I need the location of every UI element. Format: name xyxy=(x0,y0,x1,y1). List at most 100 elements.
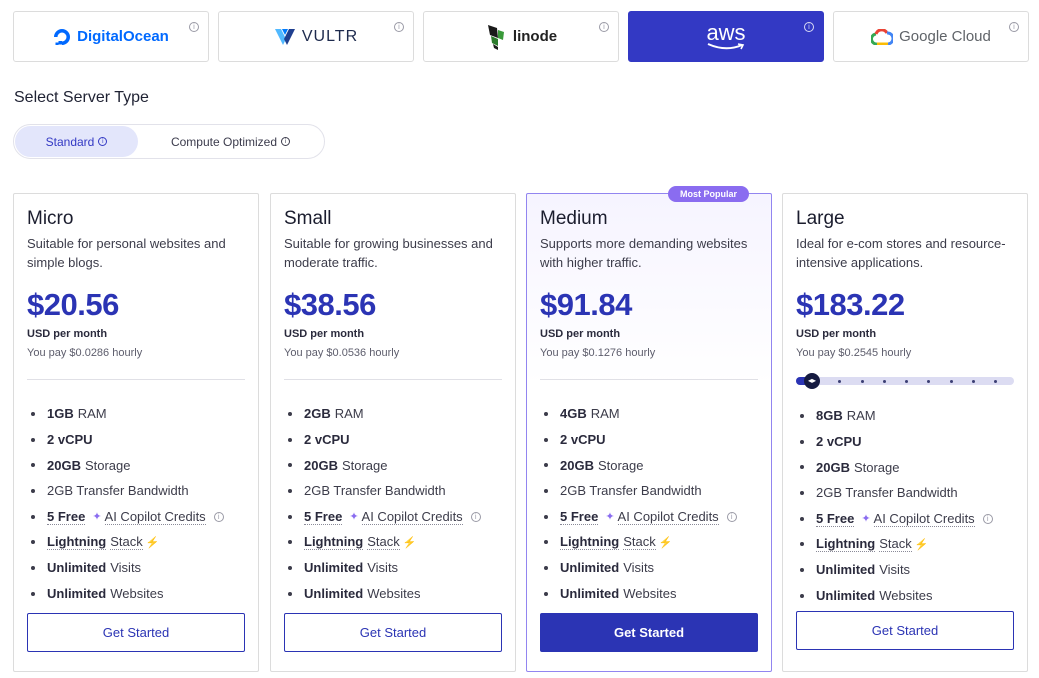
sparkle-icon: ⚡ xyxy=(658,536,673,549)
slider-step-dot[interactable] xyxy=(838,380,841,383)
digitalocean-icon xyxy=(54,28,71,45)
google-cloud-logo: Google Cloud xyxy=(871,28,991,45)
feature-cpu: 2 vCPU xyxy=(540,427,758,453)
plan-name: Small xyxy=(284,208,332,229)
plan-price: $183.22 xyxy=(796,287,905,322)
divider xyxy=(540,379,758,380)
provider-aws[interactable]: aws i xyxy=(628,11,824,62)
feature-websites: Unlimited Websites xyxy=(27,581,245,607)
plan-description: Ideal for e-com stores and resource-inte… xyxy=(796,236,1006,270)
info-icon[interactable]: i xyxy=(394,22,404,32)
plan-card-micro: Micro Suitable for personal websites and… xyxy=(13,193,259,672)
plan-description: Suitable for growing businesses and mode… xyxy=(284,236,493,270)
slider-step-dot[interactable] xyxy=(994,380,997,383)
aws-logo: aws xyxy=(706,21,746,51)
google-cloud-icon xyxy=(871,28,894,45)
price-unit: USD per month xyxy=(284,328,365,340)
info-icon[interactable]: i xyxy=(1009,22,1019,32)
sparkle-icon: ✦ xyxy=(605,511,615,524)
feature-visits: Unlimited Visits xyxy=(27,555,245,581)
feature-list: 2GB RAM 2 vCPU 20GB Storage 2GB Transfer B… xyxy=(284,401,502,607)
feature-storage: 20GB Storage xyxy=(796,454,1014,480)
get-started-button[interactable]: Get Started xyxy=(796,611,1014,650)
info-icon[interactable]: i xyxy=(470,511,481,522)
divider xyxy=(27,379,245,380)
feature-bandwidth: 2GB Transfer Bandwidth xyxy=(27,478,245,504)
hourly-price: You pay $0.1276 hourly xyxy=(540,347,656,359)
get-started-button[interactable]: Get Started xyxy=(27,613,245,652)
feature-storage: 20GB Storage xyxy=(540,452,758,478)
plan-card-small: Small Suitable for growing businesses an… xyxy=(270,193,516,672)
feature-credits: 5 Free ✦ AI Copilot Credits i xyxy=(284,504,502,530)
slider-step-dot[interactable] xyxy=(972,380,975,383)
feature-websites: Unlimited Websites xyxy=(284,581,502,607)
sparkle-icon: ⚡ xyxy=(145,536,160,549)
sparkle-icon: ⚡ xyxy=(402,536,417,549)
info-icon[interactable]: i xyxy=(281,137,291,146)
feature-ram: 8GB RAM xyxy=(796,403,1014,429)
sparkle-icon: ✦ xyxy=(861,513,871,526)
hourly-price: You pay $0.0536 hourly xyxy=(284,347,400,359)
feature-ram: 4GB RAM xyxy=(540,401,758,427)
server-type-toggle: Standard i Compute Optimized i xyxy=(13,124,325,159)
size-slider[interactable]: ◂▸ xyxy=(796,373,1014,389)
slider-step-dot[interactable] xyxy=(927,380,930,383)
slider-step-dot[interactable] xyxy=(883,380,886,383)
provider-linode[interactable]: linode i xyxy=(423,11,619,62)
plan-name: Micro xyxy=(27,208,74,229)
plan-description: Supports more demanding websites with hi… xyxy=(540,236,748,270)
info-icon[interactable]: i xyxy=(599,22,609,32)
plan-name: Large xyxy=(796,208,845,229)
feature-bandwidth: 2GB Transfer Bandwidth xyxy=(796,480,1014,506)
info-icon[interactable]: i xyxy=(189,22,199,32)
plan-price: $38.56 xyxy=(284,287,376,322)
info-icon[interactable]: i xyxy=(726,511,737,522)
feature-list: 8GB RAM 2 vCPU 20GB Storage 2GB Transfer B… xyxy=(796,403,1014,609)
feature-credits: 5 Free ✦ AI Copilot Credits i xyxy=(796,506,1014,532)
feature-lightning: Lightning Stack ⚡ xyxy=(796,531,1014,557)
info-icon[interactable]: i xyxy=(98,137,108,146)
slider-step-dot[interactable] xyxy=(861,380,864,383)
most-popular-badge: Most Popular xyxy=(667,186,749,202)
feature-list: 1GB RAM 2 vCPU 20GB Storage 2GB Transfer B… xyxy=(27,401,245,607)
info-icon[interactable]: i xyxy=(804,22,814,32)
info-icon[interactable]: i xyxy=(982,513,993,524)
get-started-button[interactable]: Get Started xyxy=(540,613,758,652)
plan-description: Suitable for personal websites and simpl… xyxy=(27,236,226,270)
vultr-logo: VULTR xyxy=(274,27,358,47)
plan-price: $20.56 xyxy=(27,287,119,322)
plan-card-medium: Most Popular Medium Supports more demand… xyxy=(526,186,772,672)
provider-vultr[interactable]: VULTR i xyxy=(218,11,414,62)
server-type-standard[interactable]: Standard i xyxy=(15,126,138,157)
provider-tabs: DigitalOcean i VULTR i linode i aws i Go… xyxy=(13,11,1029,62)
provider-digitalocean[interactable]: DigitalOcean i xyxy=(13,11,209,62)
server-type-compute-optimized[interactable]: Compute Optimized i xyxy=(138,126,323,157)
feature-lightning: Lightning Stack ⚡ xyxy=(540,529,758,555)
feature-bandwidth: 2GB Transfer Bandwidth xyxy=(284,478,502,504)
feature-visits: Unlimited Visits xyxy=(284,555,502,581)
aws-smile-icon xyxy=(707,42,745,49)
provider-name: VULTR xyxy=(301,27,359,45)
feature-visits: Unlimited Visits xyxy=(540,555,758,581)
plan-card-large: Large Ideal for e-com stores and resourc… xyxy=(782,193,1028,672)
toggle-label: Compute Optimized xyxy=(170,134,278,149)
price-unit: USD per month xyxy=(796,328,877,340)
provider-name: linode xyxy=(512,28,558,45)
feature-ram: 1GB RAM xyxy=(27,401,245,427)
slider-step-dot[interactable] xyxy=(950,380,953,383)
feature-lightning: Lightning Stack ⚡ xyxy=(284,529,502,555)
digitalocean-logo: DigitalOcean xyxy=(53,28,169,46)
linode-logo: linode xyxy=(485,24,557,50)
get-started-button[interactable]: Get Started xyxy=(284,613,502,652)
plan-name: Medium xyxy=(540,208,608,229)
provider-google-cloud[interactable]: Google Cloud i xyxy=(833,11,1029,62)
feature-storage: 20GB Storage xyxy=(284,452,502,478)
feature-cpu: 2 vCPU xyxy=(796,429,1014,455)
slider-handle[interactable]: ◂▸ xyxy=(804,373,820,389)
info-icon[interactable]: i xyxy=(213,511,224,522)
divider xyxy=(284,379,502,380)
section-title: Select Server Type xyxy=(14,89,149,106)
feature-bandwidth: 2GB Transfer Bandwidth xyxy=(540,478,758,504)
slider-step-dot[interactable] xyxy=(905,380,908,383)
feature-credits: 5 Free ✦ AI Copilot Credits i xyxy=(27,504,245,530)
